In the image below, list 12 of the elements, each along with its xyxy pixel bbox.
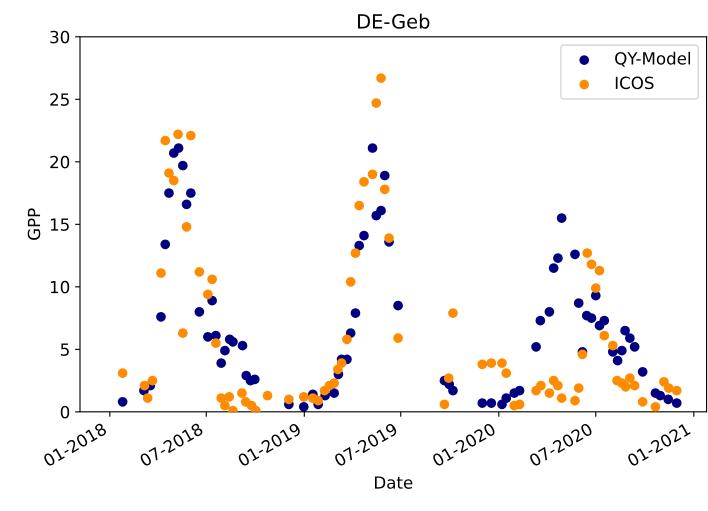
y-tick-label: 10 [50,280,70,294]
legend-label: ICOS [616,76,654,90]
y-tick-label: 5 [60,344,69,356]
legend-label: QY-Model [615,52,690,67]
x-axis-title: Date [375,476,412,489]
y-tick-label: 0 [60,406,70,418]
y-axis-title: GPP [28,208,40,240]
y-tick-label: 20 [50,156,70,168]
chart-title: DE-Geb [358,14,430,29]
y-tick-label: 30 [50,30,70,44]
y-tick-label: 15 [50,218,69,231]
y-tick-label: 25 [50,93,69,106]
